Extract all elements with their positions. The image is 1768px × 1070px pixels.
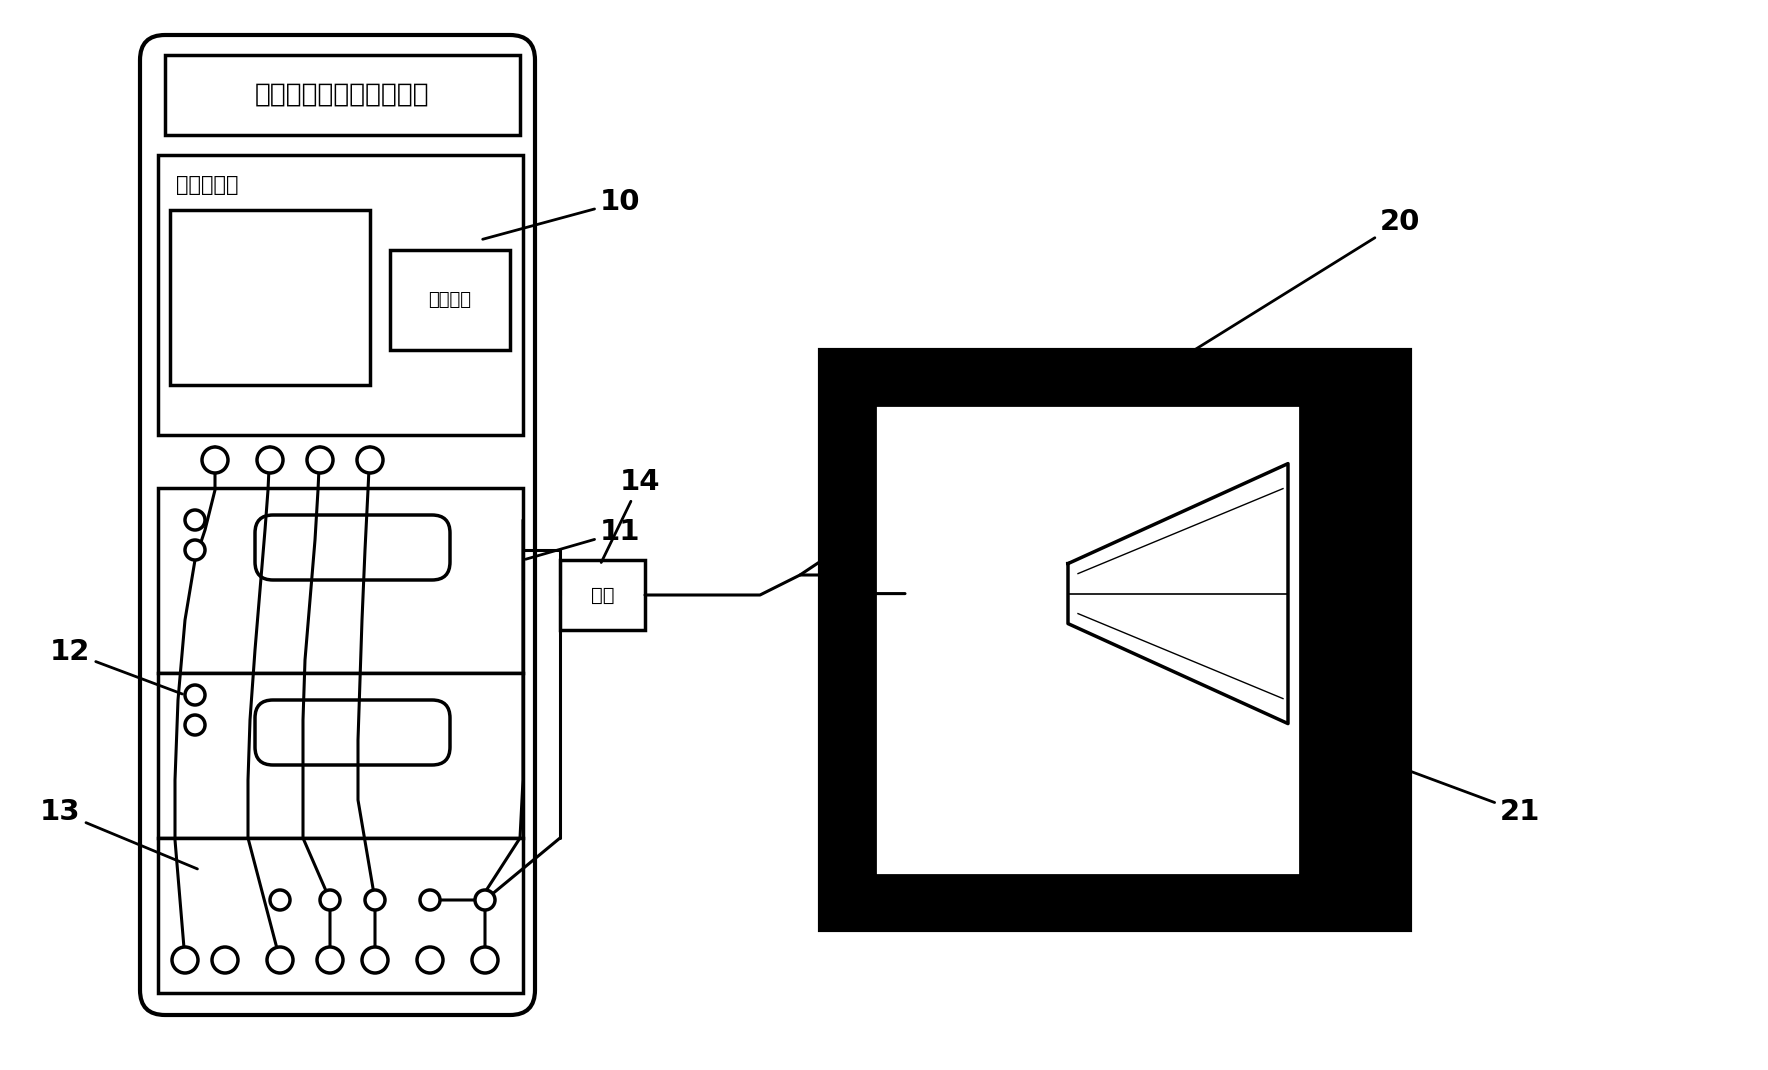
Bar	[164, 55, 520, 135]
Text: 11: 11	[525, 518, 640, 560]
Circle shape	[308, 447, 332, 473]
Bar	[157, 488, 523, 673]
FancyBboxPatch shape	[255, 700, 451, 765]
Bar	[157, 155, 523, 435]
Text: 20: 20	[1132, 208, 1420, 388]
Circle shape	[186, 715, 205, 735]
Text: 负载: 负载	[591, 585, 613, 605]
Text: 13: 13	[41, 798, 198, 869]
Bar	[170, 210, 370, 385]
Circle shape	[186, 540, 205, 560]
Text: 12: 12	[50, 638, 182, 694]
Circle shape	[472, 947, 499, 973]
Circle shape	[362, 947, 387, 973]
Bar	[1299, 350, 1411, 930]
Bar	[157, 838, 523, 993]
Circle shape	[421, 890, 440, 910]
Text: 网络分析仪: 网络分析仪	[177, 175, 239, 195]
Text: 10: 10	[483, 188, 640, 240]
Circle shape	[364, 890, 385, 910]
Circle shape	[212, 947, 239, 973]
Circle shape	[186, 510, 205, 530]
Circle shape	[267, 947, 293, 973]
Bar	[391, 250, 509, 350]
Circle shape	[320, 890, 339, 910]
Text: 14: 14	[601, 468, 661, 563]
Bar	[560, 560, 645, 630]
Circle shape	[202, 447, 228, 473]
Bar	[905, 576, 1040, 612]
Circle shape	[316, 947, 343, 973]
Circle shape	[256, 447, 283, 473]
Circle shape	[171, 947, 198, 973]
FancyBboxPatch shape	[140, 35, 536, 1015]
Text: 操作按键: 操作按键	[428, 291, 472, 309]
Text: 21: 21	[1383, 761, 1540, 826]
Polygon shape	[1068, 463, 1289, 723]
Bar	[157, 673, 523, 838]
Circle shape	[476, 890, 495, 910]
Circle shape	[271, 890, 290, 910]
Circle shape	[186, 685, 205, 705]
Circle shape	[357, 447, 384, 473]
Bar	[875, 406, 1299, 875]
Text: 大功率互调失真测试系统: 大功率互调失真测试系统	[255, 82, 430, 108]
Bar	[1040, 572, 1068, 614]
Circle shape	[417, 947, 444, 973]
Bar	[820, 350, 1411, 930]
FancyBboxPatch shape	[255, 515, 451, 580]
